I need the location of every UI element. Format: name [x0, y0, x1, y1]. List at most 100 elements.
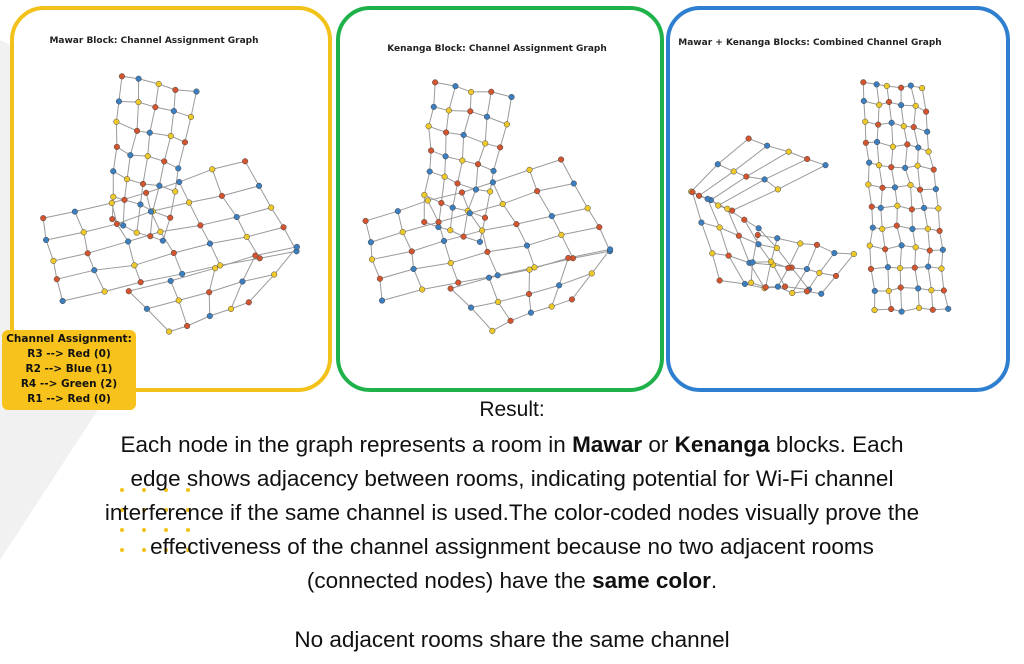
graph-node [255, 182, 263, 189]
graph-node [525, 290, 533, 298]
graph-node [773, 245, 780, 252]
graph-edge [163, 135, 172, 162]
graph-edge [411, 240, 445, 252]
graph-edge [502, 190, 538, 205]
graph-node [898, 308, 905, 315]
graph-node [80, 229, 87, 236]
graph-edge [787, 243, 801, 269]
graph-edge [919, 189, 925, 209]
graph-edge [927, 266, 932, 291]
graph-node [481, 214, 489, 221]
graph-edge [178, 291, 210, 301]
graph-node [503, 121, 510, 128]
graph-edge [221, 185, 260, 197]
graph-node [362, 217, 369, 224]
graph-edge [475, 164, 479, 190]
graph-edge [199, 225, 211, 244]
graph-node [91, 267, 98, 274]
graph-edge [379, 268, 414, 280]
graph-node [121, 196, 128, 203]
graph-edge [443, 240, 452, 264]
graph-edge [152, 185, 160, 212]
graph-node [797, 240, 804, 247]
graph-edge [150, 202, 190, 213]
graph-node [755, 225, 762, 232]
channel-assignment-legend: Channel Assignment: R3 --> Red (0) R2 --… [2, 330, 136, 410]
graph-node [155, 80, 162, 88]
graph-node [167, 132, 174, 139]
graph-edge [728, 255, 750, 264]
graph-node [745, 135, 752, 142]
graph-edge [698, 171, 734, 197]
graph-node [755, 241, 762, 248]
graph-edge [561, 226, 600, 236]
graph-edge [487, 245, 528, 253]
graph-node [485, 274, 493, 281]
paragraph-line: Each node in the graph represents a room… [120, 432, 904, 457]
graph-node [184, 322, 191, 330]
graph-edge [890, 167, 896, 188]
graph-edge [752, 234, 759, 263]
graph-edge [766, 145, 789, 153]
graph-node [499, 200, 506, 208]
graph-edge [184, 116, 192, 143]
graph-node [832, 272, 840, 279]
graph-node [938, 265, 945, 272]
graph-edge [558, 272, 592, 286]
graph-edge [529, 169, 538, 192]
graph-node [206, 240, 214, 247]
graph-node [159, 237, 166, 244]
graph-node [293, 243, 300, 250]
graph-edge [881, 228, 886, 250]
graph-node [716, 277, 723, 284]
graph-edge [497, 293, 530, 303]
graph-node [487, 188, 494, 195]
graph-node [818, 290, 825, 297]
graph-edge [173, 252, 183, 275]
graph-edge [560, 159, 575, 184]
graph-edge [448, 109, 471, 112]
legend-title: Channel Assignment: [6, 333, 132, 345]
graph-node [252, 252, 259, 259]
graph-node [764, 142, 771, 149]
graph-edge [56, 269, 95, 280]
graph-edge [921, 88, 927, 112]
graph-node [408, 248, 415, 255]
graph-node [584, 205, 591, 212]
graph-node [50, 257, 57, 264]
graph-edge [371, 250, 412, 260]
graph-edge [470, 307, 493, 332]
graph-node [915, 285, 922, 292]
combined-graph-panel: Mawar + Kenanga Blocks: Combined Channel… [666, 6, 1010, 392]
graph-node [850, 250, 857, 258]
graph-edge [917, 288, 920, 308]
graph-node [452, 83, 459, 90]
graph-edge [212, 160, 246, 170]
graph-edge [146, 299, 179, 310]
graph-node [508, 93, 515, 101]
graph-edge [867, 162, 870, 185]
graph-node [419, 286, 426, 293]
graph-edge [719, 227, 730, 256]
graph-node [862, 118, 869, 125]
graph-node [152, 104, 159, 111]
graph-edge [899, 268, 902, 288]
graph-edge [186, 315, 211, 327]
graph-node [891, 184, 899, 191]
graph-edge [429, 150, 432, 172]
graph-edge [445, 132, 447, 157]
graph-node [902, 164, 909, 171]
graph-node [131, 262, 138, 269]
graph-node [862, 139, 869, 146]
graph-node [147, 233, 154, 240]
graph-edge [116, 211, 152, 225]
graph-node [925, 263, 932, 270]
graph-edge [43, 211, 75, 219]
graph-node [865, 181, 872, 188]
graph-node [172, 188, 179, 195]
graph-edge [236, 207, 272, 218]
graph-node [441, 173, 448, 180]
graph-node [885, 98, 893, 106]
graph-edge [791, 268, 808, 294]
graph-node [175, 297, 182, 304]
